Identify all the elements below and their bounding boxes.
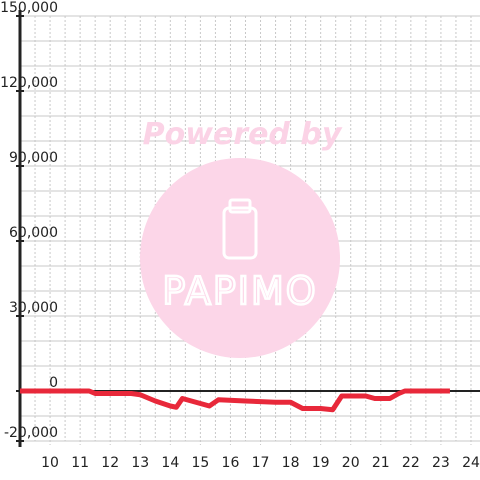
phone-icon [222,206,258,260]
y-tick-label: 30,000 [9,300,58,316]
y-tick-label: 150,000 [0,0,58,16]
watermark: Powered by PAPIMO [140,117,343,358]
watermark-logo: PAPIMO [162,269,317,313]
x-tick-label: 24 [462,455,480,471]
x-tick-label: 19 [312,455,330,471]
x-tick-label: 15 [191,455,209,471]
x-tick-label: 11 [71,455,89,471]
phone-icon-top [228,198,252,214]
watermark-text: Powered by [143,117,343,152]
x-tick-label: 14 [161,455,179,471]
y-tick-label: 120,000 [0,75,58,91]
x-tick-label: 21 [372,455,390,471]
y-tick-label: 90,000 [9,150,58,166]
x-tick-label: 23 [432,455,450,471]
x-tick-label: 10 [41,455,59,471]
y-tick-label: 60,000 [9,225,58,241]
x-tick-label: 22 [402,455,420,471]
y-tick-label: 0 [49,375,58,391]
x-tick-label: 13 [131,455,149,471]
x-tick-label: 20 [342,455,360,471]
x-tick-label: 16 [222,455,240,471]
data-line [20,388,450,413]
x-tick-label: 12 [101,455,119,471]
x-tick-label: 18 [282,455,300,471]
x-tick-label: 17 [252,455,270,471]
y-tick-label: -20,000 [4,425,58,441]
